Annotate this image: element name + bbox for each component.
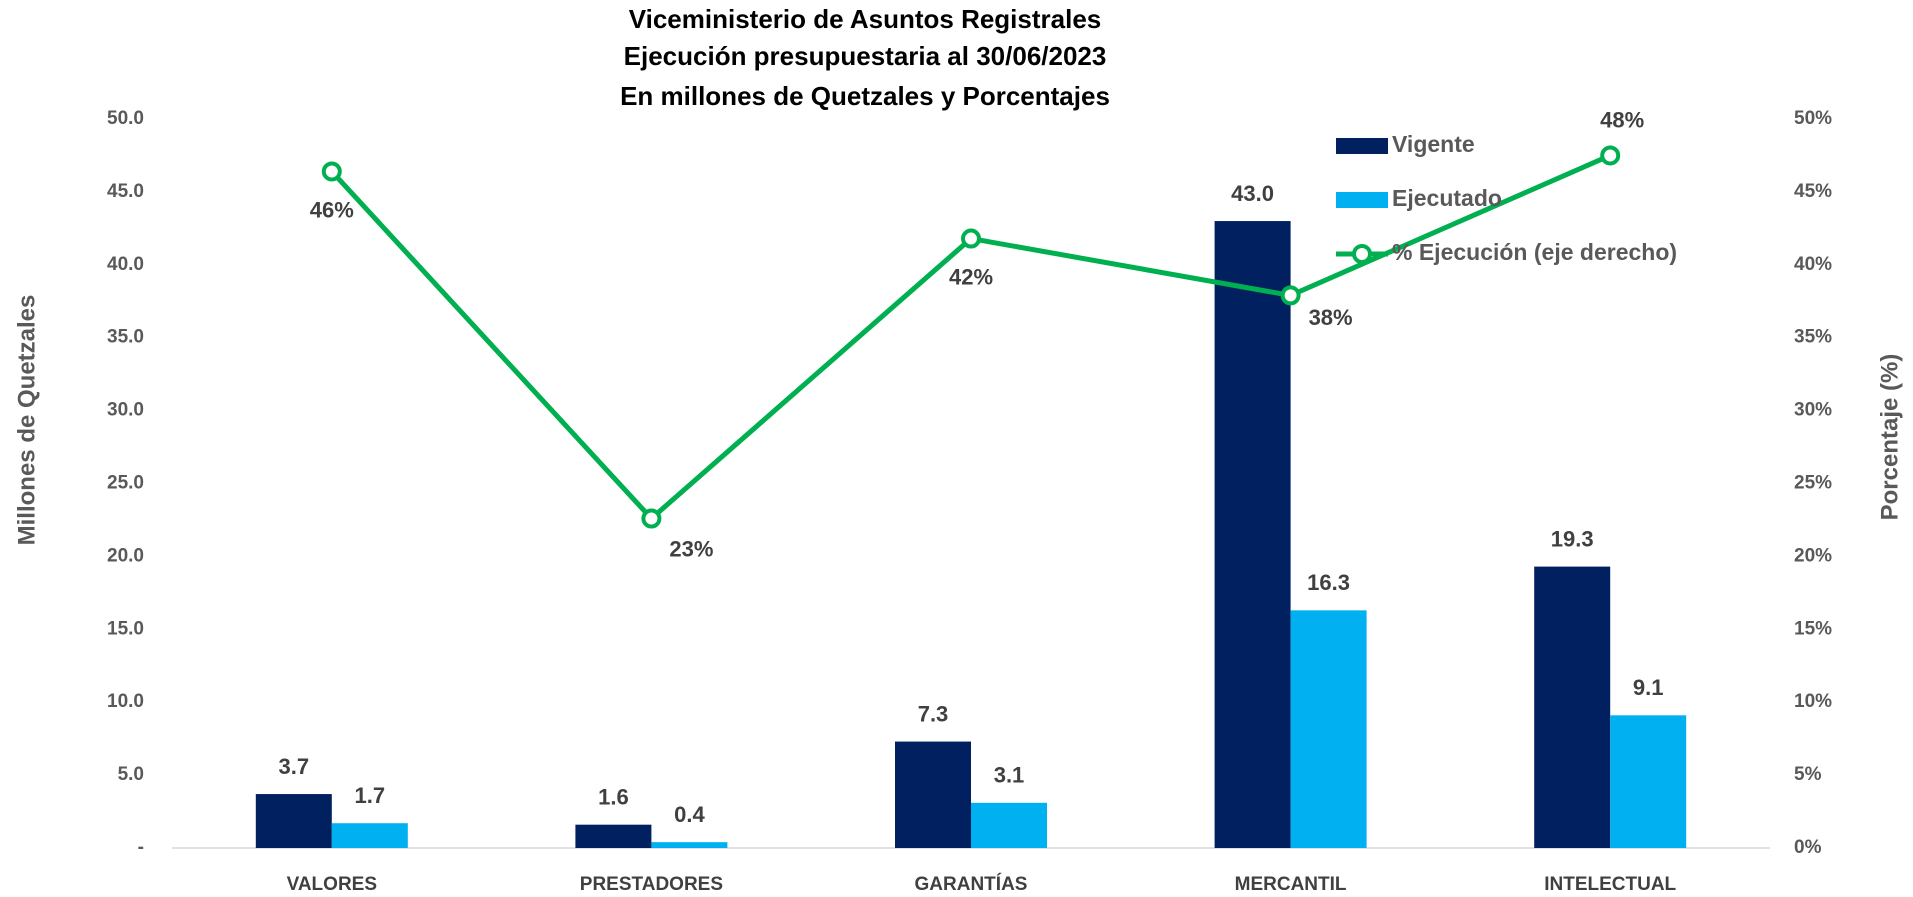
y2-tick-label: 5%	[1794, 764, 1822, 785]
x-tick-label: GARANTÍAS	[915, 873, 1028, 895]
data-label: 16.3	[1307, 570, 1350, 595]
data-label: 48%	[1600, 107, 1644, 132]
x-tick-label: INTELECTUAL	[1544, 874, 1676, 895]
y2-tick-label: 35%	[1794, 327, 1832, 348]
data-label: 19.3	[1551, 526, 1594, 551]
y-tick-label: 35.0	[107, 327, 144, 348]
data-label: 42%	[949, 264, 993, 289]
bar	[255, 794, 332, 848]
data-label: 3.1	[994, 763, 1025, 788]
y2-tick-label: 10%	[1794, 691, 1832, 712]
y-tick-label: 40.0	[107, 254, 144, 275]
x-tick-label: VALORES	[287, 874, 377, 895]
chart-title: Viceministerio de Asuntos Registrales	[629, 4, 1102, 34]
legend-label: Vigente	[1392, 131, 1475, 157]
data-label: 0.4	[674, 802, 705, 827]
data-label: 23%	[669, 536, 713, 561]
chart-title: Ejecución presupuestaria al 30/06/2023	[624, 41, 1107, 71]
bar	[1290, 610, 1367, 848]
legend-label: % Ejecución (eje derecho)	[1392, 239, 1677, 265]
marker	[961, 228, 981, 249]
y2-tick-label: 45%	[1794, 181, 1832, 202]
marker	[321, 161, 342, 182]
y-tick-label: 5.0	[118, 764, 144, 785]
legend-swatch	[1336, 192, 1388, 208]
y2-tick-label: 40%	[1794, 254, 1832, 275]
data-label: 3.7	[279, 754, 310, 779]
data-label: 9.1	[1633, 675, 1664, 700]
y-tick-label: -	[138, 837, 144, 858]
bar	[1610, 715, 1687, 848]
y2-tick-label: 30%	[1794, 400, 1832, 421]
bar	[651, 842, 728, 848]
bar	[895, 741, 971, 848]
y-tick-label: 45.0	[107, 181, 144, 202]
bar	[331, 823, 408, 848]
y2-axis-label: Porcentaje (%)	[1876, 354, 1903, 521]
y2-tick-label: 0%	[1794, 837, 1822, 858]
chart-title: En millones de Quetzales y Porcentajes	[620, 81, 1110, 111]
data-label: 1.6	[598, 784, 629, 809]
y2-tick-label: 25%	[1794, 473, 1832, 494]
y2-tick-label: 15%	[1794, 618, 1832, 639]
legend-label: Ejecutado	[1392, 185, 1502, 211]
bar	[1534, 566, 1611, 848]
y-axis-label: Millones de Quetzales	[13, 295, 40, 546]
x-tick-label: PRESTADORES	[580, 874, 723, 895]
legend-swatch	[1336, 138, 1388, 154]
bar	[1214, 221, 1291, 848]
y-tick-label: 15.0	[107, 618, 144, 639]
y-tick-label: 25.0	[107, 473, 144, 494]
y-tick-label: 20.0	[107, 545, 144, 566]
marker	[641, 508, 662, 529]
bar	[971, 802, 1047, 848]
x-tick-label: MERCANTIL	[1235, 874, 1347, 895]
y-tick-label: 10.0	[107, 691, 144, 712]
data-label: 1.7	[355, 783, 386, 808]
data-label: 46%	[310, 197, 354, 222]
marker	[1600, 145, 1621, 166]
data-label: 7.3	[918, 701, 949, 726]
y2-tick-label: 20%	[1794, 545, 1832, 566]
data-label: 43.0	[1231, 181, 1274, 206]
marker	[1280, 285, 1301, 306]
legend-swatch	[1352, 244, 1372, 264]
y2-tick-label: 50%	[1794, 108, 1832, 129]
y-tick-label: 30.0	[107, 400, 144, 421]
y-tick-label: 50.0	[107, 108, 144, 129]
bar	[575, 824, 652, 848]
data-label: 38%	[1309, 305, 1353, 330]
